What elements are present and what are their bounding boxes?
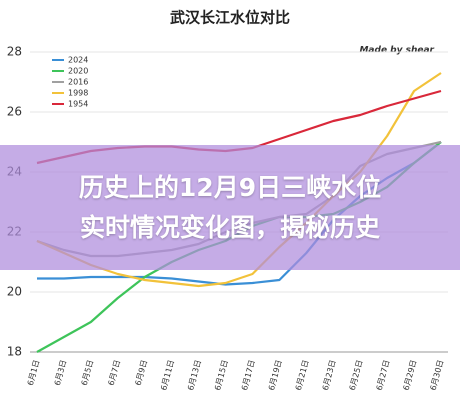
x-tick-label: 6月13日 [186,359,203,392]
y-tick-label: 18 [7,345,22,359]
x-tick-label: 6月30日 [429,359,446,392]
x-tick-label: 6月21日 [294,359,311,392]
chart-title: 武汉长江水位对比 [170,9,290,27]
x-tick-label: 6月9日 [134,359,149,387]
x-tick-label: 6月27日 [375,359,392,392]
legend-label: 1998 [68,89,88,98]
x-tick-label: 6月11日 [159,359,176,392]
x-tick-label: 6月1日 [26,359,41,387]
overlay-text: 历史上的12月9日三峡水位 [78,172,382,202]
x-tick-label: 6月19日 [267,359,284,392]
overlay-text: 实时情况变化图，揭秘历史 [79,212,380,242]
y-tick-label: 28 [7,45,22,59]
x-tick-label: 6月17日 [240,359,257,392]
annotation: Made by shear [359,46,434,56]
overlay-banner: 历史上的12月9日三峡水位 实时情况变化图，揭秘历史 [0,145,460,270]
x-tick-label: 6月25日 [348,359,365,392]
legend-label: 2016 [68,78,88,87]
x-tick-label: 6月7日 [107,359,122,387]
legend-label: 1954 [68,100,88,109]
x-tick-label: 6月15日 [213,359,230,392]
y-tick-label: 20 [7,285,22,299]
x-tick-label: 6月23日 [321,359,338,392]
legend-label: 2024 [68,56,88,65]
x-tick-label: 6月5日 [80,359,95,387]
x-tick-label: 6月3日 [53,359,68,387]
x-tick-label: 6月29日 [402,359,419,392]
y-tick-label: 26 [7,105,22,119]
legend-label: 2020 [68,67,88,76]
